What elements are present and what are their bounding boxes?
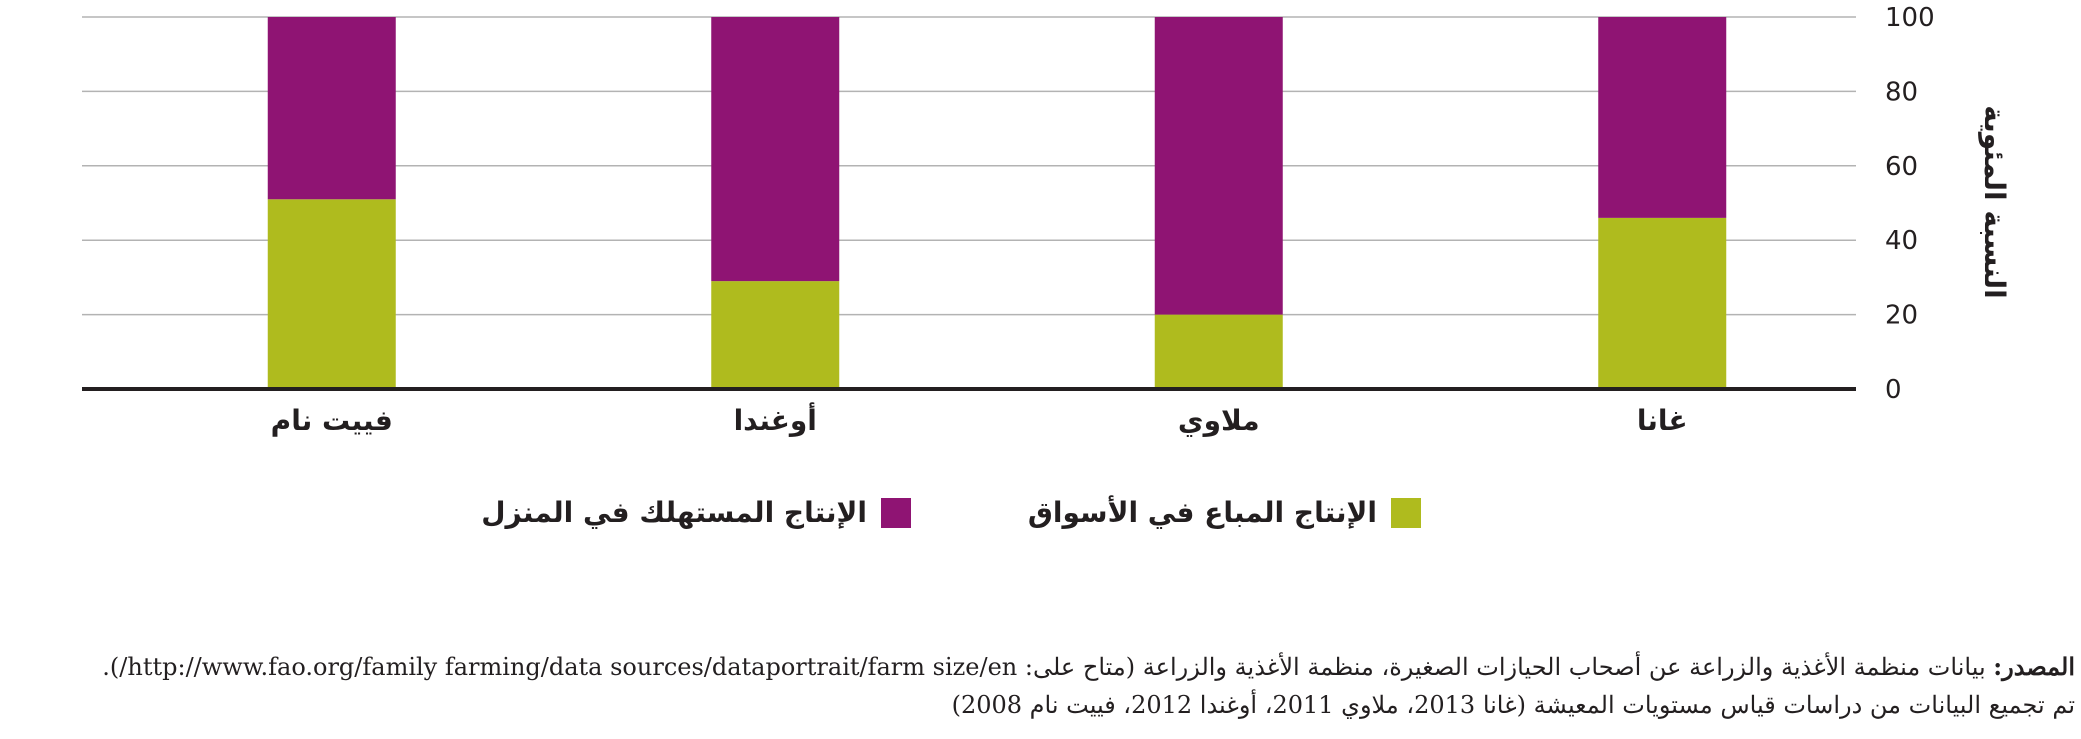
source-note: المصدر: بيانات منظمة الأغذية والزراعة عن… [5,648,2075,724]
legend-swatch-market [1391,497,1421,528]
y-axis-label: النسبة المئوية [1978,105,2011,299]
y-tick-label-5: 100 [1885,3,1935,33]
bars [267,17,1727,389]
category-label-1: ملاوي [1178,404,1260,437]
bar-market-3 [267,199,396,389]
bar-market-1 [1154,314,1283,389]
bar-household-2 [711,17,840,282]
category-label-2: أوغندا [734,402,817,437]
y-axis-ticks: 0 20 40 60 80 100 [1885,3,1935,405]
legend-label-household: الإنتاج المستهلك في المنزل [481,496,867,529]
category-label-3: فييت نام [271,404,393,437]
source-line-1: المصدر: بيانات منظمة الأغذية والزراعة عن… [5,648,2075,686]
legend-item-market: الإنتاج المباع في الأسواق [1028,496,1421,529]
source-text: بيانات منظمة الأغذية والزراعة عن أصحاب ا… [102,653,1986,681]
y-tick-label-4: 80 [1885,77,1918,107]
y-tick-label-3: 60 [1885,152,1918,182]
bar-household-0 [1598,17,1727,218]
bar-household-3 [267,17,396,200]
category-labels: غانا ملاوي أوغندا فييت نام [271,402,1688,437]
source-label: المصدر: [1993,652,2075,681]
legend-swatch-household [881,497,911,528]
y-tick-label-2: 40 [1885,226,1918,256]
y-tick-label-1: 20 [1885,301,1918,331]
legend-item-household: الإنتاج المستهلك في المنزل [481,496,911,529]
legend: الإنتاج المباع في الأسواق الإنتاج المسته… [0,496,2081,536]
bar-market-0 [1598,217,1727,389]
source-line-2: تم تجميع البيانات من دراسات قياس مستويات… [951,691,2075,719]
legend-label-market: الإنتاج المباع في الأسواق [1027,496,1377,529]
stacked-bar-chart: 0 20 40 60 80 100 غانا ملاوي أوغندا فييت نام الن… [82,3,2011,437]
bar-market-2 [711,281,840,389]
bar-household-1 [1154,17,1283,315]
category-label-0: غانا [1637,404,1688,437]
y-tick-label-0: 0 [1885,375,1902,405]
